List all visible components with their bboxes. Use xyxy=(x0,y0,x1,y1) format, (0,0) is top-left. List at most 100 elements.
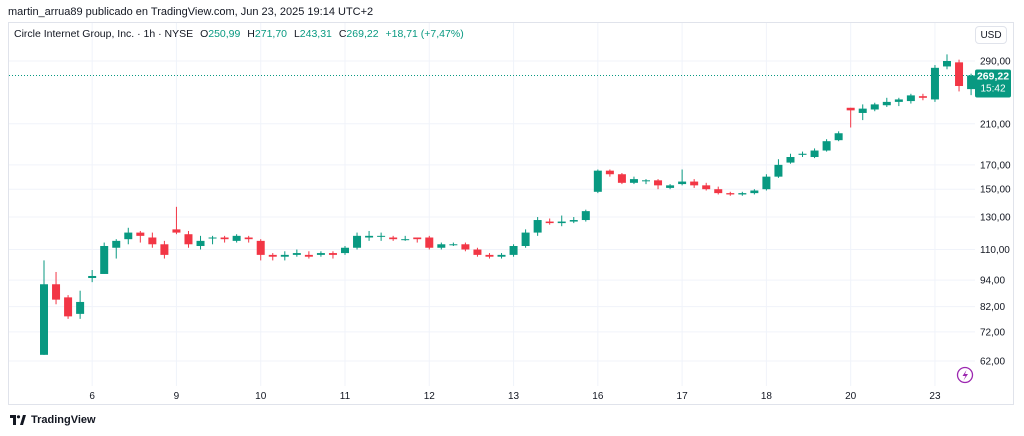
y-tick-label: 210,00 xyxy=(980,119,1011,130)
candle xyxy=(569,217,578,224)
candle-body xyxy=(377,235,386,237)
candle-body xyxy=(786,157,795,163)
tradingview-logo-icon xyxy=(10,415,26,425)
x-axis: 6 9 10 11 12 13 16 17 18 20 23 xyxy=(89,391,941,402)
candle xyxy=(425,235,434,250)
candle xyxy=(762,174,771,191)
low-value: 243,31 xyxy=(299,28,332,40)
candle-body xyxy=(774,164,783,177)
candle-body xyxy=(858,108,867,113)
candle xyxy=(292,249,301,257)
candle xyxy=(654,179,663,190)
candle-body xyxy=(557,221,566,224)
candle-body xyxy=(220,237,229,240)
candle-body xyxy=(569,220,578,222)
candle xyxy=(666,184,675,190)
x-tick-label: 12 xyxy=(424,391,436,402)
candle xyxy=(774,159,783,178)
candle-body xyxy=(268,254,277,257)
x-tick-label: 16 xyxy=(592,391,604,402)
candle xyxy=(786,153,795,164)
candle-body xyxy=(894,99,903,102)
candle xyxy=(882,97,891,107)
candle-body xyxy=(545,221,554,224)
candle xyxy=(124,227,133,245)
candle-body xyxy=(762,176,771,190)
candle xyxy=(280,251,289,261)
candle-body xyxy=(967,75,976,90)
candle-body xyxy=(485,254,494,257)
candle-body xyxy=(244,237,253,240)
candle-body xyxy=(437,244,446,248)
candle xyxy=(906,93,915,104)
candle-body xyxy=(654,180,663,186)
candle-body xyxy=(88,275,97,279)
candle xyxy=(449,242,458,247)
candle xyxy=(389,235,398,241)
candle-body xyxy=(389,237,398,240)
candle-body xyxy=(76,301,85,314)
candle-body xyxy=(605,170,614,175)
candle xyxy=(750,189,759,195)
lightning-icon[interactable] xyxy=(956,366,974,384)
candle xyxy=(822,139,831,152)
y-tick-label: 110,00 xyxy=(980,245,1010,256)
candle xyxy=(967,73,976,96)
symbol-name[interactable]: Circle Internet Group, Inc. · 1h · NYSE xyxy=(14,28,194,40)
close-value: 269,22 xyxy=(346,28,379,40)
change-value: +18,71 (+7,47%) xyxy=(385,28,464,40)
high-value: 271,70 xyxy=(254,28,288,40)
publisher-line: martin_arrua89 publicado en TradingView.… xyxy=(8,6,374,18)
candle xyxy=(88,269,97,283)
candle xyxy=(100,242,109,274)
candle xyxy=(256,239,265,261)
candle-body xyxy=(906,95,915,102)
open-value: 250,99 xyxy=(208,28,241,40)
candle-body xyxy=(425,237,434,248)
candle-body xyxy=(136,232,145,236)
candle-body xyxy=(617,174,626,183)
candle-body xyxy=(316,253,325,255)
currency-button[interactable]: USD xyxy=(975,26,1007,44)
candle xyxy=(581,209,590,222)
candle xyxy=(268,253,277,261)
candle xyxy=(617,173,626,185)
candle xyxy=(461,242,470,252)
candle xyxy=(738,191,747,196)
candle xyxy=(40,260,48,355)
candle xyxy=(545,218,554,225)
candle-body xyxy=(509,246,518,255)
brand-name: TradingView xyxy=(31,414,96,426)
candle xyxy=(834,131,843,142)
last-price-tag: 269,22 15:42 xyxy=(975,69,1011,98)
candle xyxy=(943,54,951,70)
candle xyxy=(810,148,819,159)
candle xyxy=(557,215,566,227)
candle xyxy=(629,176,638,185)
x-tick-label: 18 xyxy=(761,391,773,402)
candle xyxy=(341,246,349,255)
candle-body xyxy=(870,104,879,110)
candle-body xyxy=(930,67,939,100)
candle xyxy=(485,253,494,259)
candle xyxy=(497,253,506,259)
candle xyxy=(196,235,205,250)
candle-body xyxy=(593,170,602,192)
candle-body xyxy=(726,193,735,195)
candle xyxy=(593,169,602,194)
candle xyxy=(955,59,964,92)
candle-body xyxy=(160,244,169,255)
candle-body xyxy=(473,249,482,255)
x-tick-label: 17 xyxy=(677,391,689,402)
close-label: C xyxy=(338,28,347,40)
candle-body xyxy=(955,62,964,87)
candle xyxy=(533,217,542,236)
candle xyxy=(642,179,650,185)
candle-body xyxy=(943,61,951,67)
candle-body xyxy=(750,190,759,194)
candle xyxy=(328,251,337,259)
x-tick-label: 11 xyxy=(340,391,351,402)
last-price-label: 269,22 xyxy=(977,70,1009,82)
candle-body xyxy=(232,235,241,241)
